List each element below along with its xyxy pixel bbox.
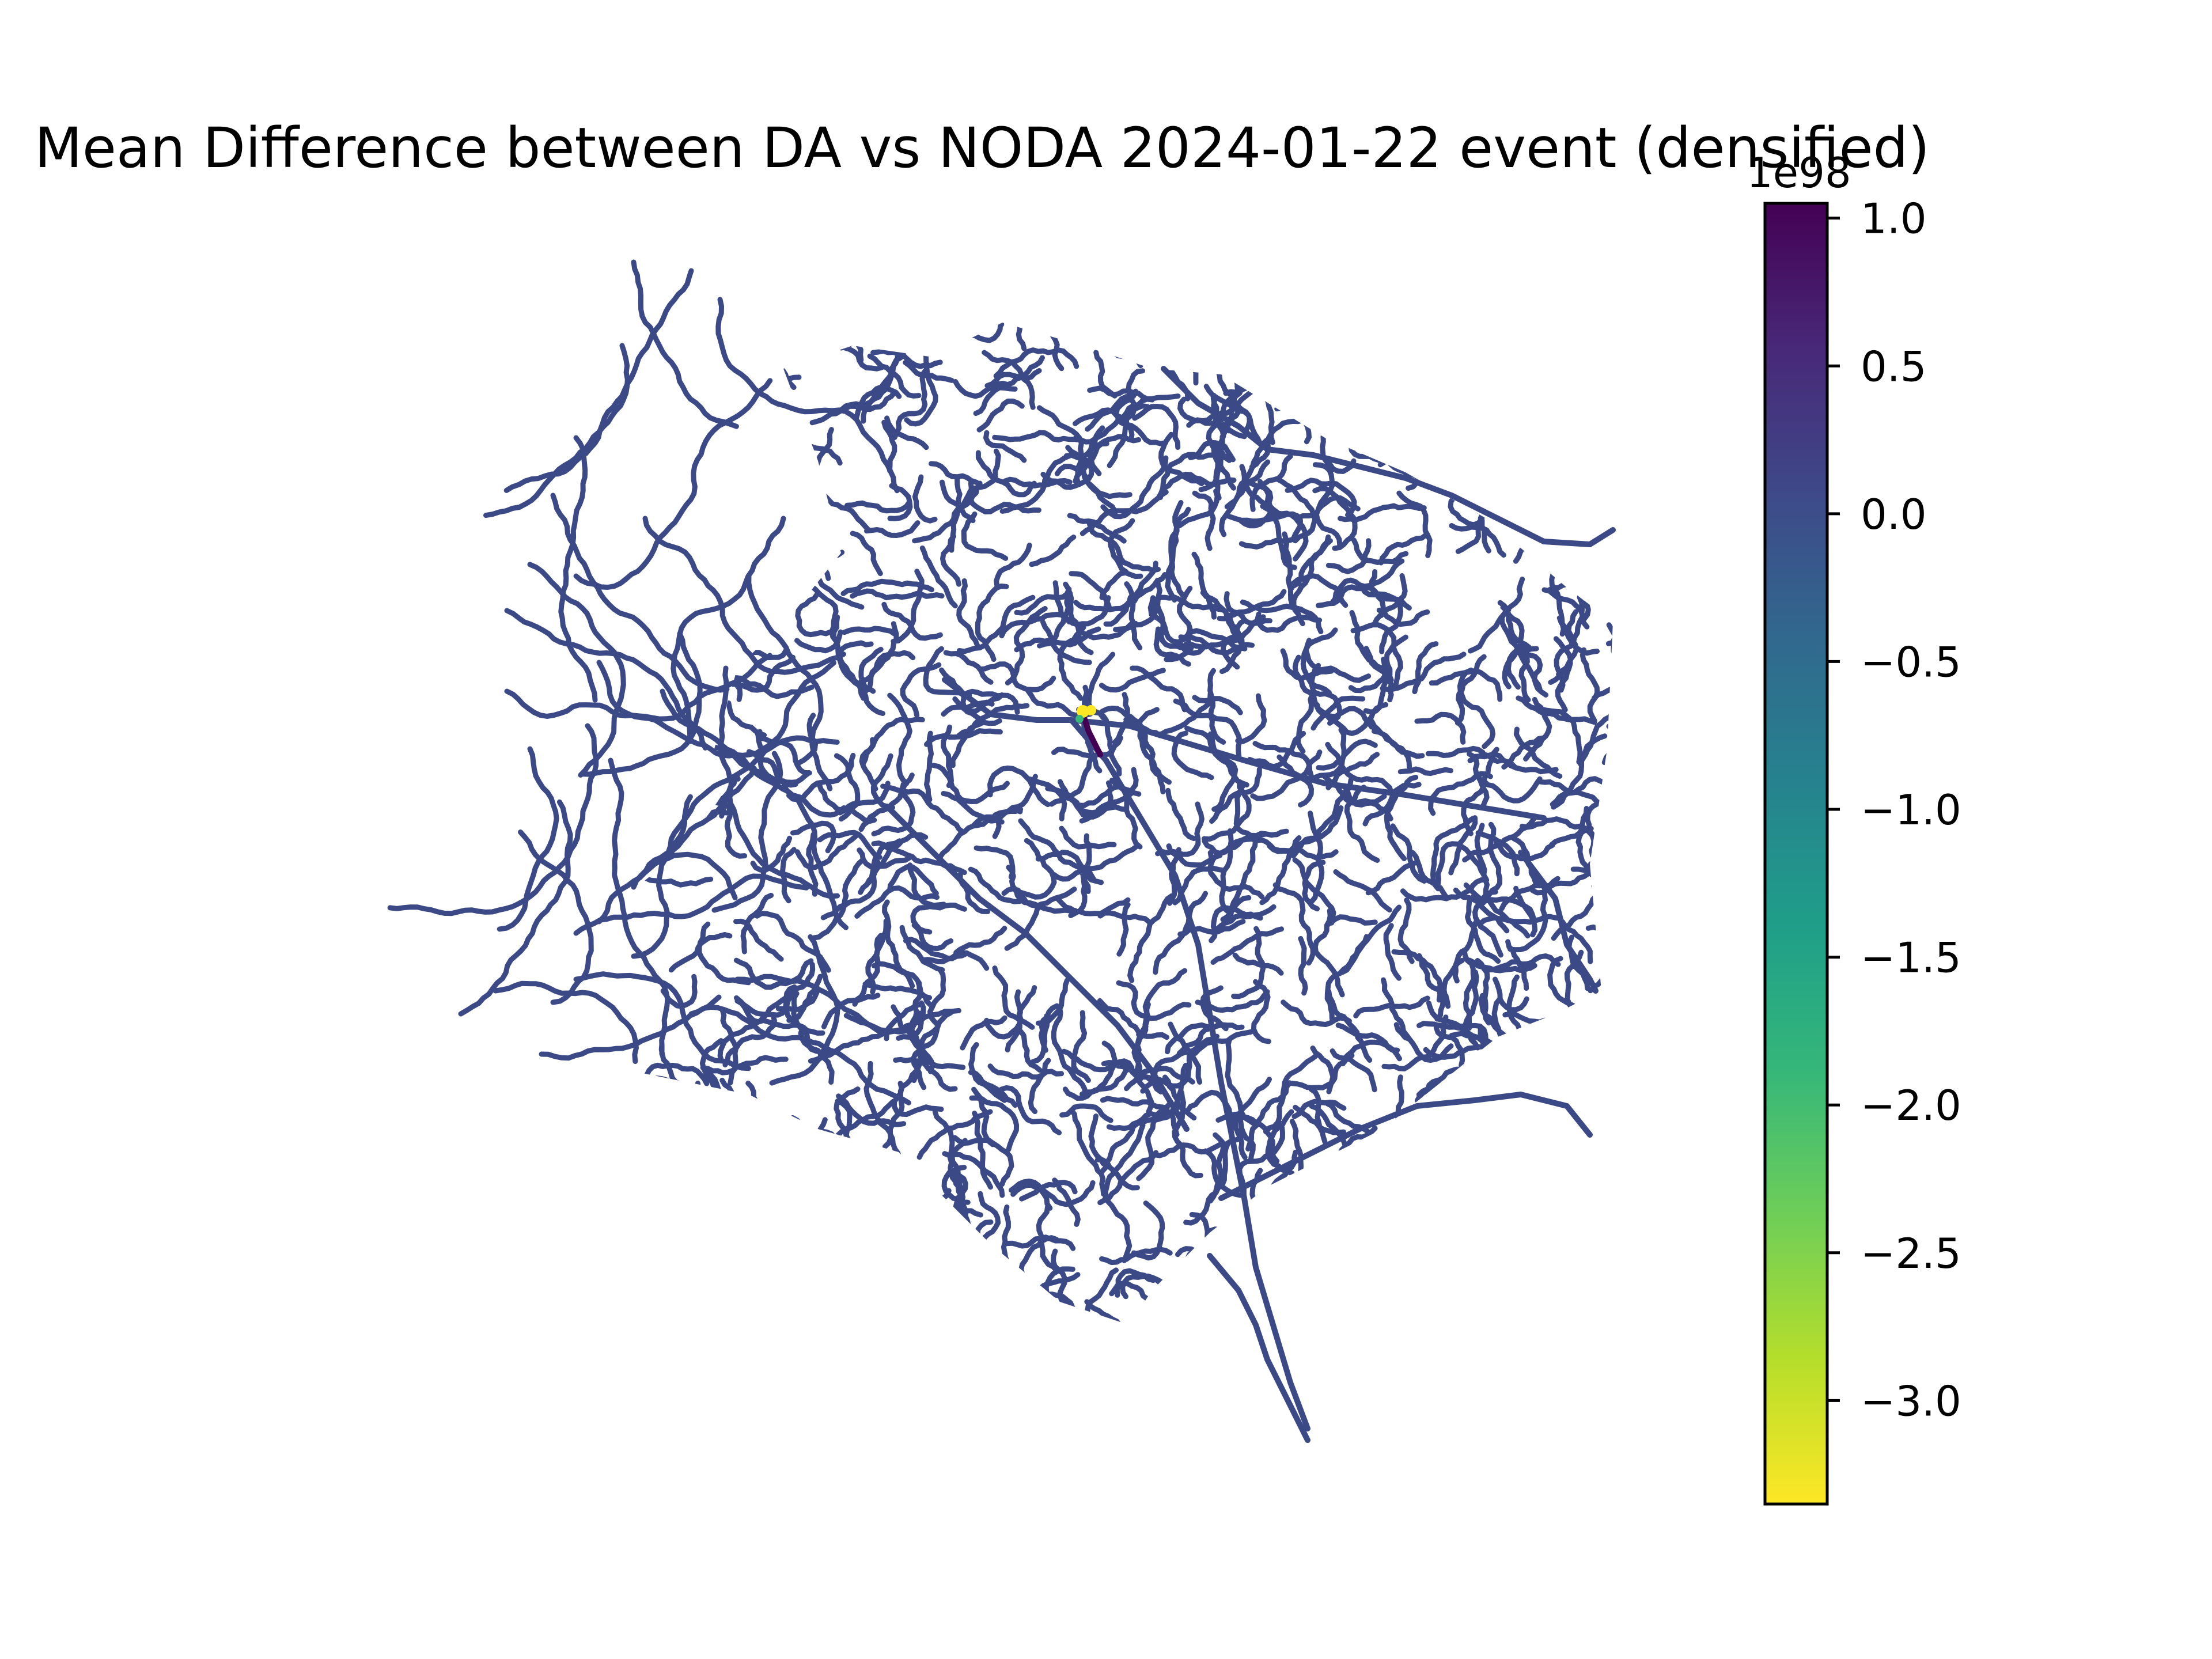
southwest-tributary	[711, 751, 783, 913]
west-tributary	[746, 573, 833, 791]
anomaly-point-low	[1077, 705, 1089, 718]
colorbar-tick-label: −2.5	[1861, 1229, 1961, 1278]
west-tributary	[671, 516, 786, 744]
colorbar-ticks: 1.0 0.5 0.0 −0.5 −1.0 −1.5 −2.0 −2.5 −3.0	[1827, 195, 1961, 1425]
anomaly-point-low	[1086, 705, 1096, 715]
west-tributary	[527, 562, 626, 778]
main-river-channel	[884, 804, 1190, 1132]
colorbar-tick-label: 1.0	[1861, 195, 1927, 243]
west-tributary	[573, 378, 773, 590]
west-tributary	[558, 435, 598, 703]
colorbar-tick-label: 0.0	[1861, 490, 1927, 539]
west-tributary	[715, 297, 900, 494]
main-river-channel	[1069, 717, 1310, 1431]
river-segments-dense	[613, 323, 1613, 1325]
southwest-tributary	[573, 873, 809, 936]
anomaly-segment-high	[1080, 711, 1103, 757]
west-tributary	[718, 665, 840, 899]
southwest-tributary	[769, 934, 840, 1086]
main-river-channel	[942, 677, 1547, 821]
west-tributary	[503, 268, 694, 493]
anomaly-point-mid	[1075, 715, 1084, 723]
colorbar-tick-label: −0.5	[1861, 638, 1961, 686]
colorbar-tick-label: −1.0	[1861, 786, 1961, 834]
west-tributary	[608, 757, 671, 1057]
river-network-map	[387, 259, 1616, 1443]
southwest-tributary	[518, 830, 594, 1005]
colorbar-tick-label: −3.0	[1861, 1377, 1961, 1425]
anomaly-markers	[1075, 705, 1103, 757]
chart-title: Mean Difference between DA vs NODA 2024-…	[35, 116, 1930, 180]
southwest-tributary	[631, 794, 693, 959]
colorbar-tick-label: −2.0	[1861, 1081, 1961, 1130]
river-network-west-tributaries	[387, 259, 1310, 1443]
southern-outlet-channel	[1207, 1253, 1310, 1443]
southwest-tributary	[631, 766, 757, 890]
southwest-tributary	[573, 971, 751, 1071]
west-tributary	[497, 746, 559, 932]
southwest-tributary	[734, 974, 961, 1034]
west-tributary	[550, 493, 730, 693]
southwest-tributary	[458, 799, 573, 1017]
colorbar-tick-label: 0.5	[1861, 342, 1927, 391]
colorbar-tick-label: −1.5	[1861, 934, 1961, 982]
southwest-tributary	[688, 1004, 911, 1105]
west-tributary	[387, 723, 599, 916]
colorbar-gradient	[1763, 202, 1829, 1506]
river-network-lines	[613, 323, 1613, 1325]
colorbar-offset-label: 1e98	[1747, 149, 1851, 197]
colorbar: 1e98 1.0 0.5 0.0 −0.5 −1.0 −1.5 −2.0 −2.5 −3.0	[1747, 149, 1961, 1506]
west-tributary	[504, 653, 772, 722]
west-tributary	[660, 688, 849, 930]
southwest-tributary	[493, 980, 639, 1065]
west-tributary	[631, 259, 739, 429]
